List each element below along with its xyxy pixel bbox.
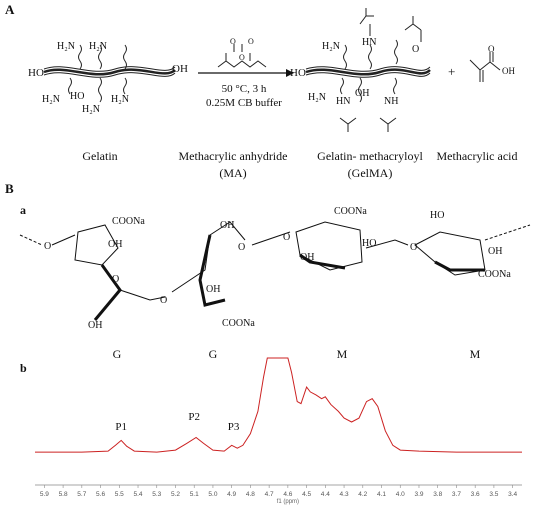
alg-o-1: O xyxy=(44,241,51,252)
alg-oh-4: OH xyxy=(206,284,220,295)
caption-ma-2: (MA) xyxy=(219,166,246,180)
caption-acid: Methacrylic acid xyxy=(437,149,518,163)
acid-oh: OH xyxy=(502,66,515,76)
x-tick-label: 5.2 xyxy=(171,491,180,498)
x-axis-ticks: 5.9 5.8 5.7 5.6 5.5 5.4 5.3 5.2 5.1 5.0 4.9 4.8 4.7 4… xyxy=(40,485,518,498)
x-tick-label: 4.2 xyxy=(358,491,367,498)
gelma-amine-2: H₂N xyxy=(308,92,326,103)
gelatin-ho-left: HO xyxy=(28,67,44,79)
x-tick-label: 4.8 xyxy=(246,491,255,498)
alg-oh-2: OH xyxy=(88,320,102,331)
ma-o-3: O xyxy=(248,37,254,46)
gelatin-structure xyxy=(43,44,176,103)
gelatin-amine-1: H₂N xyxy=(57,41,75,52)
plus-sign: + xyxy=(448,64,455,79)
ma-o-2: O xyxy=(239,53,245,62)
alg-o-5: O xyxy=(283,232,290,243)
reaction-arrow xyxy=(198,69,294,77)
alg-ho-2: HO xyxy=(430,210,444,221)
gelma-hn-2: HN xyxy=(336,96,350,107)
methacrylic-acid-structure xyxy=(469,52,501,82)
gelatin-amine-5: H₂N xyxy=(82,104,100,115)
panel-b-sub-a: a xyxy=(20,203,26,217)
nmr-series-line xyxy=(35,357,522,453)
gelma-nh-2: NH xyxy=(384,96,398,107)
alg-o-6: O xyxy=(410,242,417,253)
x-tick-label: 5.6 xyxy=(96,491,105,498)
alg-oh-3: OH xyxy=(220,220,234,231)
peak-labels: P1 P2 P3 xyxy=(115,411,240,433)
alg-oh-5: OH xyxy=(300,252,314,263)
x-tick-label: 5.1 xyxy=(190,491,199,498)
x-tick-label: 3.6 xyxy=(471,491,480,498)
x-tick-label: 4.7 xyxy=(265,491,274,498)
x-tick-label: 3.7 xyxy=(452,491,461,498)
alg-coona-3: COONa xyxy=(334,206,367,217)
alg-coona-2: COONa xyxy=(222,318,255,329)
caption-gelma-1: Gelatin- methacryloyl xyxy=(317,149,423,163)
nmr-spectrum: 5.9 5.8 5.7 5.6 5.5 5.4 5.3 5.2 5.1 5.0 4.9 4.8 4.7 4… xyxy=(35,357,522,505)
x-tick-label: 3.9 xyxy=(414,491,423,498)
alg-oh-1: OH xyxy=(108,239,122,250)
alg-coona-1: COONa xyxy=(112,216,145,227)
alg-o-3: O xyxy=(160,295,167,306)
acid-o: O xyxy=(488,44,495,54)
x-tick-label: 3.8 xyxy=(433,491,442,498)
x-tick-label: 5.5 xyxy=(115,491,124,498)
x-tick-label: 5.0 xyxy=(208,491,217,498)
x-tick-label: 4.1 xyxy=(377,491,386,498)
caption-gelma-2: (GelMA) xyxy=(348,166,393,180)
x-tick-label: 4.9 xyxy=(227,491,236,498)
x-tick-label: 4.3 xyxy=(340,491,349,498)
panel-a-label: A xyxy=(5,2,15,17)
caption-gelatin: Gelatin xyxy=(82,149,117,163)
gelma-structure xyxy=(305,8,431,132)
condition-buffer: 0.25M CB buffer xyxy=(206,97,282,109)
gelatin-amine-2: H₂N xyxy=(89,41,107,52)
x-tick-label: 5.4 xyxy=(133,491,142,498)
caption-ma-1: Methacrylic anhydride xyxy=(179,149,288,163)
x-tick-label: 4.0 xyxy=(396,491,405,498)
residue-m-1: M xyxy=(337,347,348,361)
alg-o-4: O xyxy=(238,242,245,253)
gelatin-ho-mid: HO xyxy=(70,91,84,102)
residue-m-2: M xyxy=(470,347,481,361)
gelma-nh-1: HN xyxy=(362,37,376,48)
peak-label-p1: P1 xyxy=(115,421,127,433)
panel-b-label: B xyxy=(5,181,14,196)
gelma-amine-1: H₂N xyxy=(322,41,340,52)
x-tick-label: 5.9 xyxy=(40,491,49,498)
gelatin-amine-4: H₂N xyxy=(111,94,129,105)
gelatin-oh-right: OH xyxy=(172,63,188,75)
peak-label-p3: P3 xyxy=(228,421,240,433)
x-axis-label: f1 (ppm) xyxy=(277,499,299,505)
x-tick-label: 3.4 xyxy=(508,491,517,498)
alg-coona-4: COONa xyxy=(478,269,511,280)
gelma-ho-left: HO xyxy=(290,67,306,79)
x-tick-label: 4.4 xyxy=(321,491,330,498)
alg-oh-6: OH xyxy=(488,246,502,257)
alg-ho-1: HO xyxy=(362,238,376,249)
x-tick-label: 4.5 xyxy=(302,491,311,498)
residue-g-1: G xyxy=(113,347,122,361)
x-tick-label: 5.3 xyxy=(152,491,161,498)
x-tick-label: 3.5 xyxy=(489,491,498,498)
gelatin-amine-3: H₂N xyxy=(42,94,60,105)
condition-temp-time: 50 °C, 3 h xyxy=(222,83,267,95)
residue-g-2: G xyxy=(209,347,218,361)
ma-o-1: O xyxy=(230,37,236,46)
x-tick-label: 5.7 xyxy=(77,491,86,498)
methacrylic-anhydride-structure xyxy=(217,44,267,68)
gelma-oh: OH xyxy=(355,88,369,99)
gelma-o: O xyxy=(412,44,419,55)
alg-o-2: O xyxy=(112,274,119,285)
peak-label-p2: P2 xyxy=(188,411,200,423)
panel-b-sub-b: b xyxy=(20,361,27,375)
alginate-structure xyxy=(19,221,531,321)
x-tick-label: 5.8 xyxy=(59,491,68,498)
x-tick-label: 4.6 xyxy=(283,491,292,498)
